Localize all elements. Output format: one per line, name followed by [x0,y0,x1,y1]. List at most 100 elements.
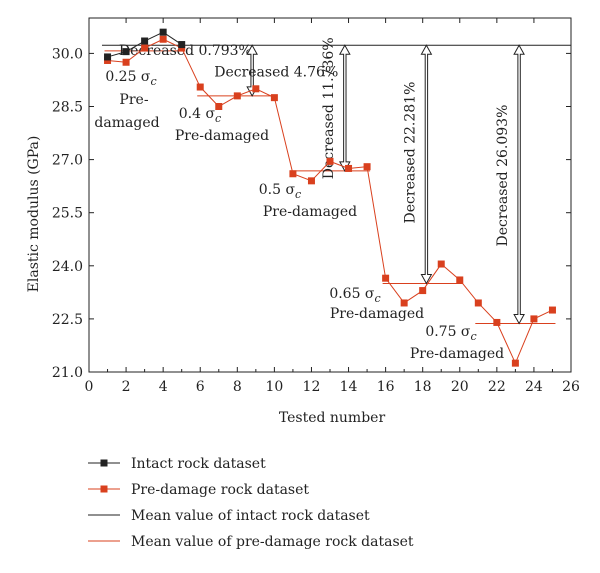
intact-point [104,53,112,61]
intact-point [159,28,167,36]
predamage-point [400,299,408,307]
legend-label: Mean value of intact rock dataset [131,508,370,524]
intact-point [122,48,130,56]
predamage-point [178,44,186,52]
predamage-point [548,306,556,314]
x-tick-label: 6 [196,379,205,395]
legend-entry-2: Pre-damage rock dataset [88,482,309,498]
x-tick-label: 20 [451,379,469,395]
legend-marker-swatch [100,459,108,467]
predamage-point [307,177,315,185]
predamage-level: 0.65 σc [329,286,380,305]
group-label-1: 0.25 σc Pre-damaged [94,69,159,131]
legend-entry-1: Intact rock dataset [88,456,266,472]
predamage-point [382,274,390,282]
predamage-point [345,164,353,172]
y-tick-label: 28.5 [52,100,83,116]
predamage-point [456,276,464,284]
predamage-point [511,359,519,367]
predamage-point [474,299,482,307]
predamage-point [122,58,130,66]
x-tick-label: 16 [377,379,395,395]
predamage-point [326,157,334,165]
decrease-arrow-4: Decreased 22.281% [402,44,433,285]
predamage-level: 0.25 σc [105,69,156,88]
y-tick-label: 27.0 [52,153,83,169]
legend-entry-4: Mean value of pre-damage rock dataset [88,534,414,550]
predamage-point [363,163,371,171]
arrow-shape [338,44,351,172]
decrease-arrow-2: Decreased 4.76% [214,44,338,97]
predamage-point [437,260,445,268]
predamage-point [252,85,260,93]
x-tick-label: 22 [488,379,506,395]
intact-series [104,28,186,61]
x-tick-label: 24 [525,379,543,395]
predamage-level: 0.5 σc [259,182,301,201]
predamage-text: Pre-damaged [330,306,424,322]
legend-label: Mean value of pre-damage rock dataset [131,534,414,550]
arrow-shape [513,44,525,325]
decrease-arrows: Decreased 0.793%Decreased 4.76%Decreased… [119,37,525,325]
predamage-point [270,94,278,102]
decrease-arrow-5: Decreased 26.093% [495,44,525,325]
intact-point [141,37,149,45]
legend-entry-3: Mean value of intact rock dataset [88,508,370,524]
y-tick-label: 21.0 [52,365,83,381]
predamage-point [289,170,297,178]
data-series [104,28,556,367]
predamage-text: Pre- [119,92,148,108]
x-tick-label: 2 [122,379,131,395]
y-tick-label: 24.0 [52,259,83,275]
legend-label: Pre-damage rock dataset [131,482,309,498]
arrow-shape [246,44,258,97]
predamage-point [141,44,149,52]
predamage-point [159,35,167,43]
x-tick-label: 18 [414,379,432,395]
x-tick-label: 14 [340,379,358,395]
predamage-text: Pre-damaged [263,204,357,220]
x-axis-label: Tested number [279,410,386,426]
decrease-label: Decreased 0.793% [119,43,252,59]
x-tick-label: 12 [303,379,321,395]
predamage-point [530,315,538,323]
y-tick-label: 25.5 [52,206,83,222]
decrease-label: Decreased 26.093% [495,105,511,247]
predamage-series [104,35,556,367]
predamage-level: 0.75 σc [425,324,476,343]
decrease-arrow-3: Decreased 11.736% [321,37,351,179]
axis-ticks: 0 2 4 6 8 10 12 14 16 18 20 22 24 2621.022.524.025.52… [52,18,580,395]
predamage-level: 0.4 σc [179,106,221,125]
decrease-label: Decreased 22.281% [402,82,418,224]
predamage-text: damaged [94,115,159,131]
decrease-label: Decreased 4.76% [214,64,338,80]
predamage-text: Pre-damaged [410,346,504,362]
x-tick-label: 4 [159,379,168,395]
decrease-arrow-1: Decreased 0.793% [119,43,252,59]
intact-point [178,41,186,49]
group-label-2: 0.4 σc Pre-damaged [175,106,269,144]
legend: Intact rock dataset Pre-damage rock datas… [88,456,414,550]
predamage-point [493,318,501,326]
group-label-5: 0.75 σc Pre-damaged [410,324,504,362]
legend-marker-swatch [100,485,108,493]
x-tick-label: 10 [265,379,283,395]
predamage-point [233,92,241,100]
x-tick-label: 26 [562,379,580,395]
arrow-shape [420,44,433,285]
predamage-point [104,56,112,64]
x-tick-label: 0 [85,379,94,395]
x-tick-label: 8 [233,379,242,395]
predamage-text: Pre-damaged [175,128,269,144]
decrease-label: Decreased 11.736% [321,37,337,179]
y-axis-label: Elastic modulus (GPa) [26,136,42,293]
predamage-point [196,83,204,91]
predamage-point [419,287,427,295]
predamage-point [215,103,223,110]
y-tick-label: 22.5 [52,312,83,328]
legend-label: Intact rock dataset [131,456,266,472]
group-label-3: 0.5 σc Pre-damaged [259,182,357,220]
